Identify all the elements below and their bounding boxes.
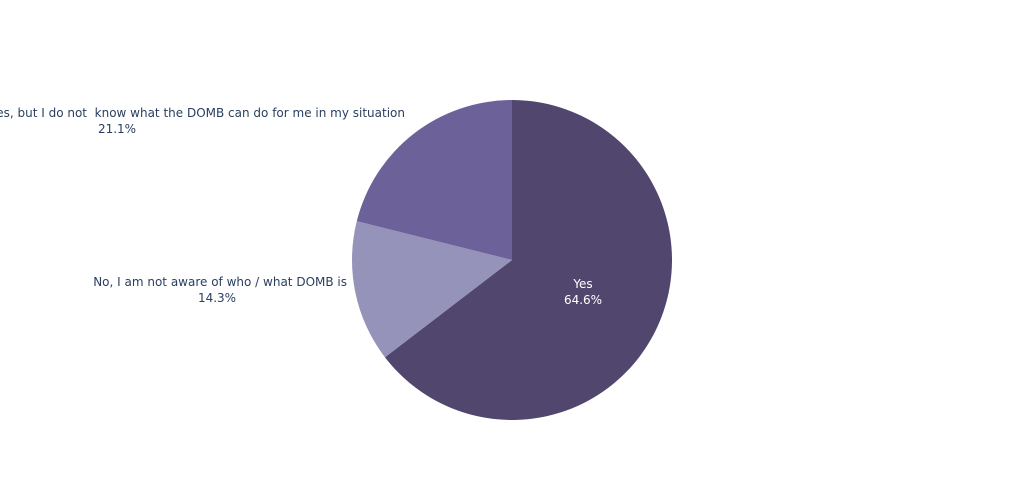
pie-slice: [352, 221, 512, 358]
slice-value-label: 21.1%: [98, 122, 136, 136]
slice-label: Yes: [572, 277, 592, 291]
pie-slice: [384, 100, 672, 420]
slice-label: No, I am not aware of who / what DOMB is: [93, 275, 347, 289]
slice-value-label: 14.3%: [198, 291, 236, 305]
slice-label: Yes, but I do not know what the DOMB can…: [0, 106, 405, 120]
slice-value-label: 64.6%: [564, 293, 602, 307]
pie-slice: [356, 100, 512, 260]
